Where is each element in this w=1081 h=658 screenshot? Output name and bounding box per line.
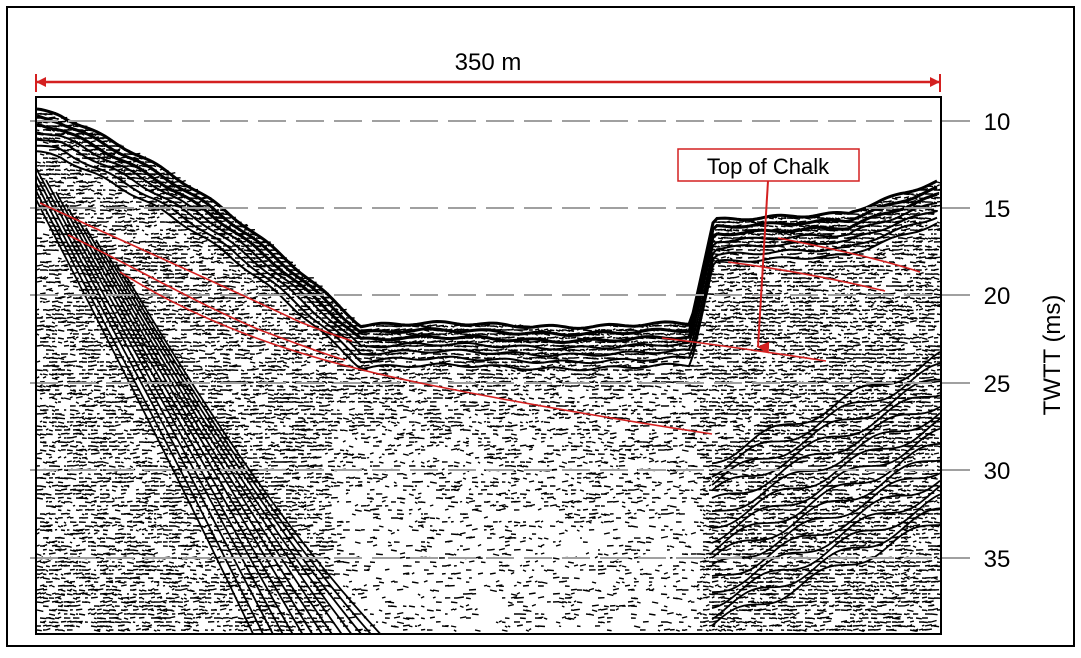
y-axis-label: TWTT (ms)	[1039, 295, 1066, 416]
section-border	[35, 96, 942, 635]
y-tick-label: 15	[984, 196, 1011, 223]
undulating-reflector	[711, 472, 941, 566]
time-gridlines	[30, 120, 972, 559]
seismic-section	[36, 97, 941, 634]
y-tick-label: 10	[984, 109, 1011, 136]
undulating-reflector	[711, 459, 941, 559]
dipping-reflector	[125, 275, 382, 634]
dipping-reflector	[105, 251, 363, 634]
dipping-reflector	[95, 239, 353, 634]
dipping-reflector	[36, 173, 284, 634]
undulating-reflector	[711, 378, 941, 486]
undulating-reflector	[711, 443, 941, 554]
seabed-reflector	[36, 138, 938, 358]
top-of-chalk-callout: Top of Chalk	[677, 148, 860, 354]
dipping-reflector	[85, 227, 343, 634]
callout-label: Top of Chalk	[707, 154, 830, 179]
undulating-reflector	[711, 394, 941, 492]
seabed-reflector	[36, 131, 938, 351]
undulating-reflector	[711, 351, 941, 465]
undulating-reflector	[711, 362, 941, 478]
dipping-reflector	[75, 215, 333, 634]
undulating-reflector	[711, 406, 941, 499]
undulating-reflector	[711, 493, 941, 609]
y-tick-label: 35	[984, 546, 1011, 573]
scale-bar: 350 m	[35, 49, 941, 92]
interpretation-lines	[39, 202, 921, 435]
horizon-left-middle	[67, 234, 346, 361]
seabed-reflector	[36, 144, 938, 365]
seabed-reflector	[36, 122, 938, 345]
seabed-reflector	[36, 150, 938, 372]
y-tick-label: 20	[984, 283, 1011, 310]
scale-bar-label: 350 m	[455, 49, 522, 76]
dipping-reflector	[36, 197, 255, 634]
y-axis: 10 15 20 25 30 35 TWTT (ms)	[984, 109, 1066, 573]
dipping-reflector	[36, 167, 294, 634]
seismic-noise	[36, 112, 941, 633]
undulating-reflector	[711, 412, 941, 513]
seismic-noise-strokes	[36, 112, 941, 633]
seismic-reflectors	[36, 107, 941, 634]
callout-arrow	[757, 180, 770, 354]
y-tick-label: 25	[984, 371, 1011, 398]
undulating-reflector	[711, 418, 941, 529]
callout-box	[677, 148, 860, 182]
horizon-left-upper	[39, 202, 353, 342]
undulating-reflector	[711, 485, 941, 594]
seabed-reflector	[36, 107, 938, 330]
dipping-reflector	[65, 203, 324, 634]
undulating-reflector	[711, 480, 941, 577]
dipping-reflector	[115, 263, 372, 634]
dipping-reflector	[55, 191, 314, 634]
undulating-reflector	[711, 524, 941, 627]
horizon-right-upper	[777, 237, 921, 273]
horizon-right-lower	[661, 337, 827, 362]
y-tick-label: 30	[984, 458, 1011, 485]
undulating-reflector	[711, 507, 941, 621]
seabed-reflector	[36, 114, 938, 338]
horizon-right-middle	[727, 261, 886, 292]
undulating-reflector	[711, 427, 941, 544]
dipping-reflector	[45, 179, 304, 634]
horizon-left-lower	[119, 271, 713, 435]
